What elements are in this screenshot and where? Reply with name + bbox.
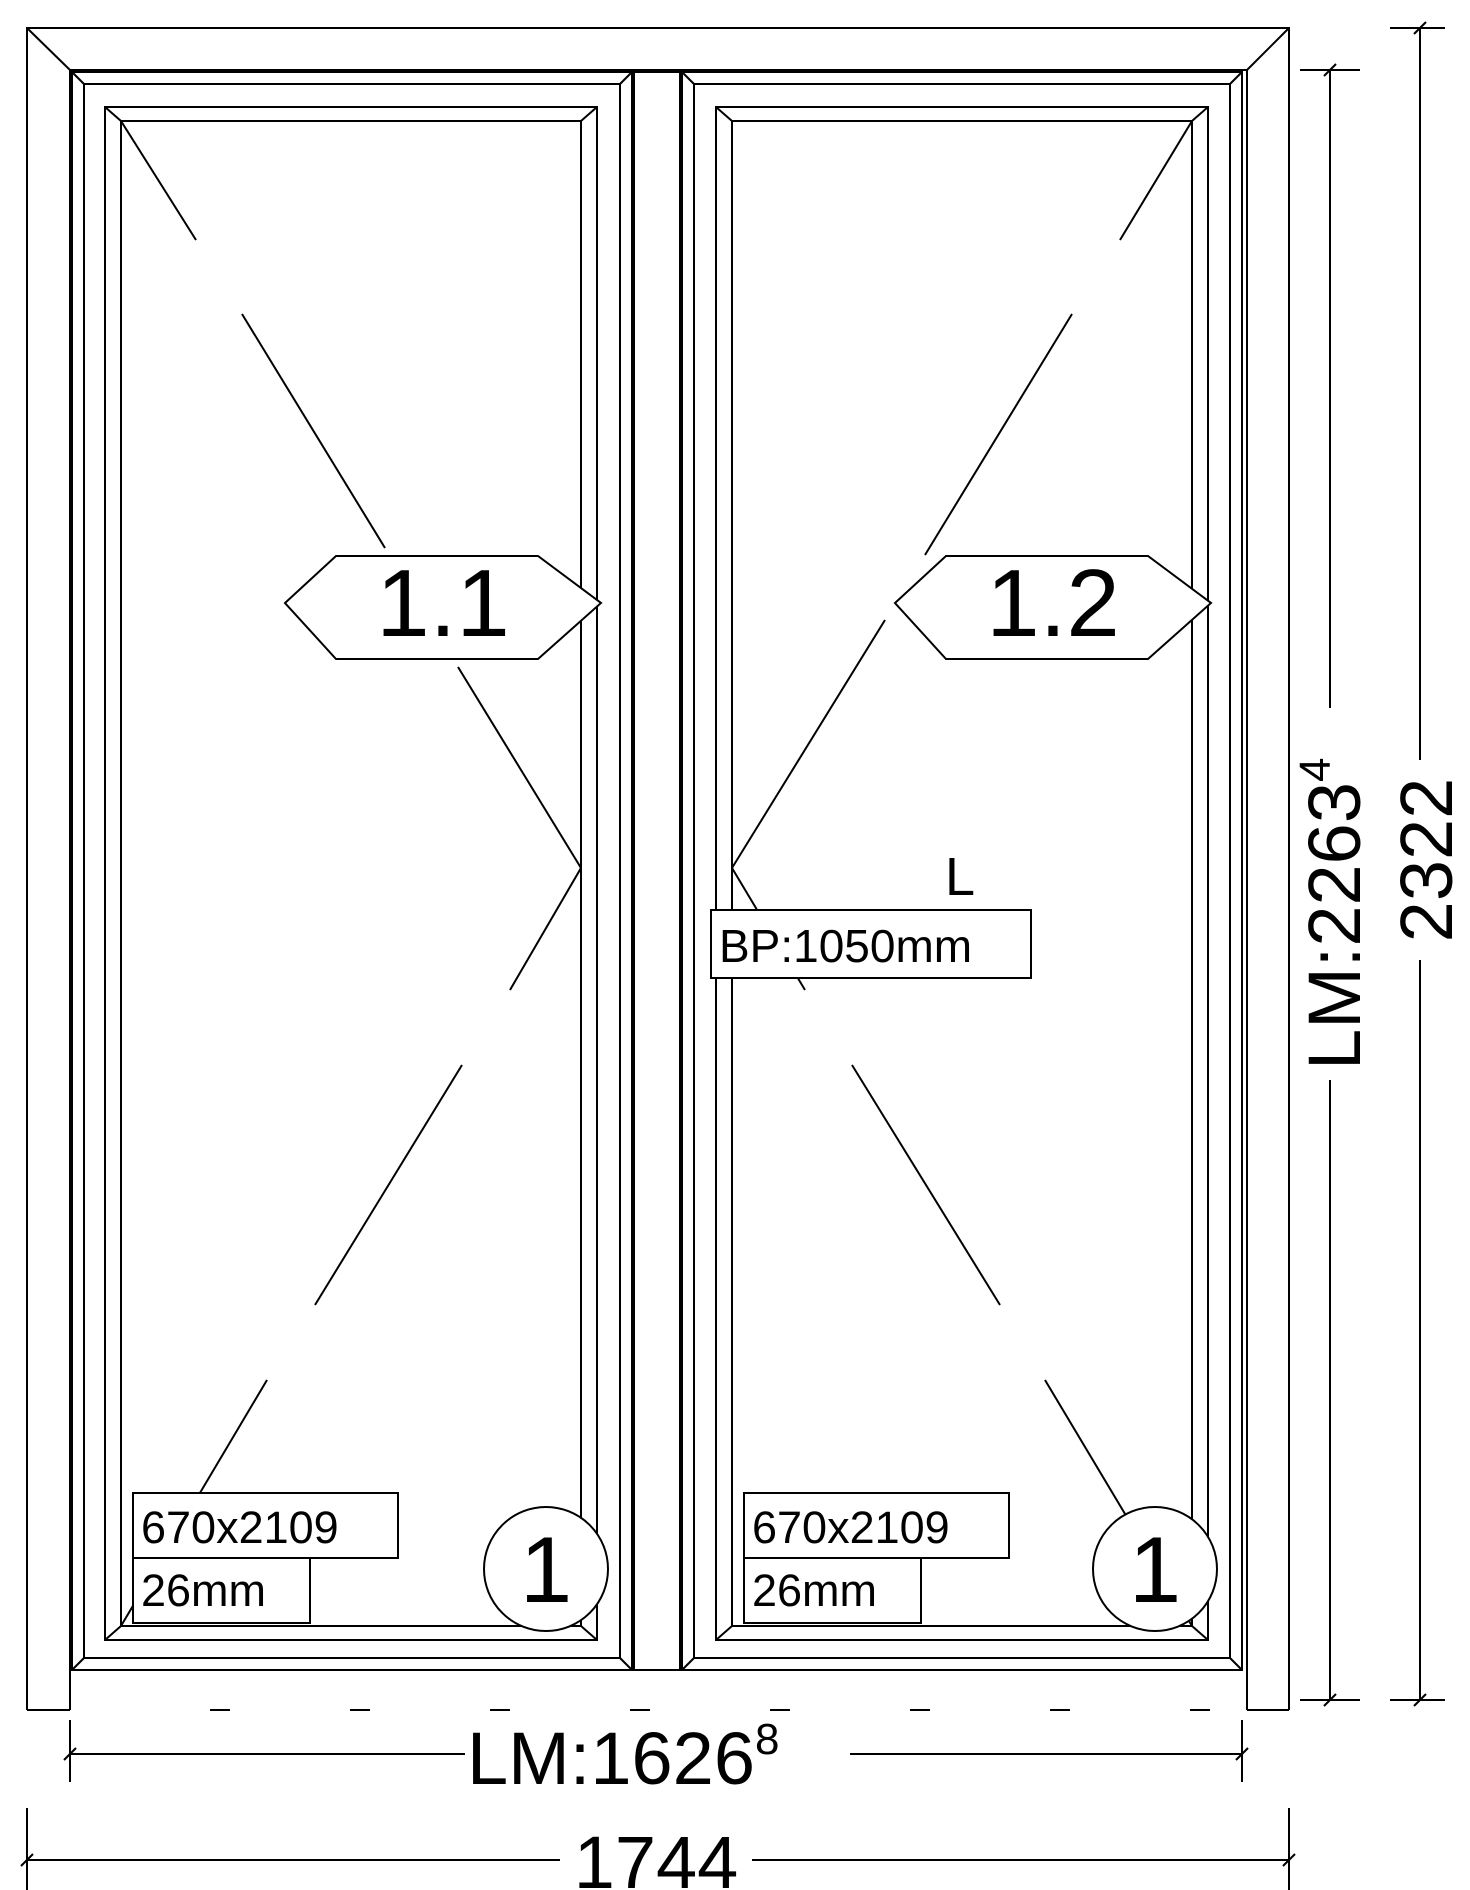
- sash-label-1-1: 1.1: [283, 550, 603, 660]
- sash-label-1-2: 1.2: [893, 550, 1213, 660]
- glass-info-left: 670x2109 26mm: [132, 1492, 399, 1624]
- glass-size-text: 670x2109: [141, 1502, 339, 1553]
- sash-label-text: 1.1: [376, 550, 509, 657]
- handle-height-box: BP:1050mm: [710, 909, 1032, 979]
- glass-type-circle-left: 1: [483, 1506, 609, 1632]
- handle-side-label: L: [945, 847, 975, 907]
- light-height-sup: 4: [1291, 758, 1340, 782]
- glass-thickness-text: 26mm: [141, 1565, 266, 1616]
- glass-type-text: 1: [520, 1517, 572, 1622]
- light-width-text: LM:1626: [467, 1717, 755, 1800]
- glass-info-right: 670x2109 26mm: [743, 1492, 1010, 1624]
- glass-thickness-text: 26mm: [752, 1565, 877, 1616]
- dimension-overall-width: 1744: [20, 1808, 1296, 1890]
- svg-text:LM:16268: LM:16268: [467, 1715, 779, 1800]
- dimension-light-width: LM:16268: [63, 1715, 1249, 1800]
- glass-type-text: 1: [1129, 1517, 1181, 1622]
- overall-width-text: 1744: [574, 1821, 739, 1890]
- glass-size-text: 670x2109: [752, 1502, 950, 1553]
- light-height-text: LM:2263: [1293, 782, 1376, 1070]
- outer-frame: [26, 27, 1290, 1711]
- sash-right: [681, 71, 1243, 1671]
- light-width-sup: 8: [755, 1715, 779, 1764]
- glass-type-circle-right: 1: [1092, 1506, 1218, 1632]
- sash-label-text: 1.2: [986, 550, 1119, 657]
- mullion: [633, 71, 681, 1671]
- sash-left: [71, 71, 633, 1671]
- overall-height-text: 2322: [1385, 778, 1468, 943]
- dimension-light-height: LM:22634: [1291, 63, 1376, 1707]
- handle-height-text: BP:1050mm: [719, 920, 972, 972]
- dimension-overall-height: 2322: [1385, 21, 1468, 1707]
- svg-text:LM:22634: LM:22634: [1291, 758, 1376, 1070]
